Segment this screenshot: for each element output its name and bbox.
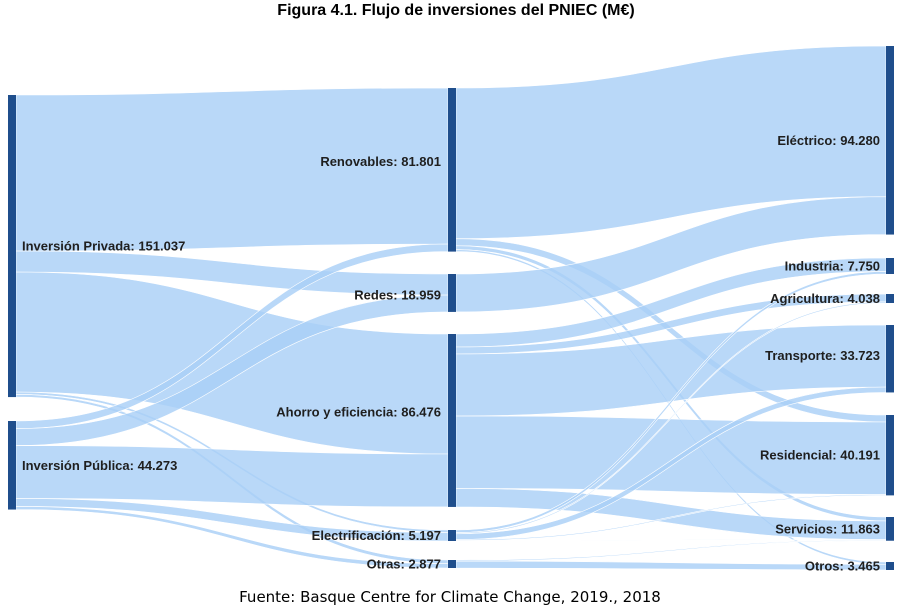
node-redes bbox=[448, 274, 456, 312]
node-label-agricultura: Agricultura: 4.038 bbox=[770, 291, 880, 306]
node-publica bbox=[8, 421, 16, 510]
node-industria bbox=[886, 258, 894, 274]
node-label-publica: Inversión Pública: 44.273 bbox=[22, 458, 177, 473]
figure-source: Fuente: Basque Centre for Climate Change… bbox=[239, 588, 661, 606]
node-label-ahorro: Ahorro y eficiencia: 86.476 bbox=[276, 404, 441, 419]
node-privada bbox=[8, 95, 16, 398]
sankey-links bbox=[15, 45, 887, 571]
node-label-electrificacion: Electrificación: 5.197 bbox=[312, 528, 441, 543]
node-electrico bbox=[886, 46, 894, 235]
sankey-labels: Inversión Privada: 151.037 Inversión Públ… bbox=[22, 133, 880, 574]
node-electrificacion bbox=[448, 530, 456, 541]
node-label-otros: Otros: 3.465 bbox=[805, 559, 880, 574]
flow-publica-ahorro bbox=[15, 445, 449, 508]
flow-electrificacion-transporte bbox=[455, 386, 887, 540]
node-label-renovables: Renovables: 81.801 bbox=[320, 154, 441, 169]
node-transporte bbox=[886, 325, 894, 393]
node-label-otras: Otras: 2.877 bbox=[367, 557, 441, 572]
sankey-nodes bbox=[8, 46, 894, 570]
node-label-redes: Redes: 18.959 bbox=[354, 287, 441, 302]
figure-title: Figura 4.1. Flujo de inversiones del PNI… bbox=[277, 2, 635, 19]
node-agricultura bbox=[886, 294, 894, 303]
flow-privada-renovables bbox=[15, 87, 449, 252]
node-label-transporte: Transporte: 33.723 bbox=[765, 348, 880, 363]
node-servicios bbox=[886, 517, 894, 541]
node-label-privada: Inversión Privada: 151.037 bbox=[22, 239, 185, 254]
node-label-electrico: Eléctrico: 94.280 bbox=[777, 133, 880, 148]
node-label-industria: Industria: 7.750 bbox=[785, 259, 880, 274]
node-otras bbox=[448, 560, 456, 568]
node-residencial bbox=[886, 415, 894, 496]
node-renovables bbox=[448, 88, 456, 252]
node-label-residencial: Residencial: 40.191 bbox=[760, 448, 880, 463]
node-otros bbox=[886, 562, 894, 570]
node-label-servicios: Servicios: 11.863 bbox=[775, 521, 880, 536]
node-ahorro bbox=[448, 334, 456, 507]
